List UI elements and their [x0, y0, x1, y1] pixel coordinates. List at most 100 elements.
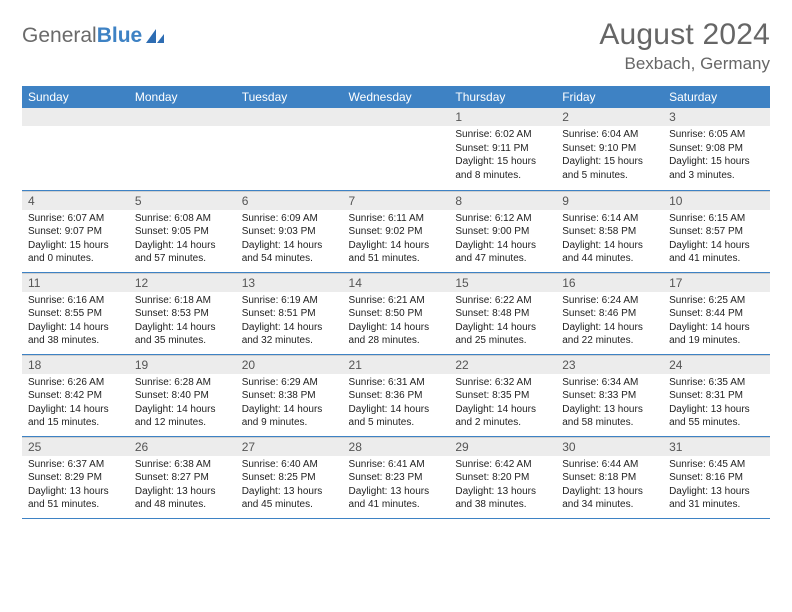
calendar-week-row: 11Sunrise: 6:16 AMSunset: 8:55 PMDayligh… — [22, 272, 770, 354]
calendar-day-cell: 17Sunrise: 6:25 AMSunset: 8:44 PMDayligh… — [663, 272, 770, 354]
weekday-header: Sunday — [22, 86, 129, 108]
weekday-header: Monday — [129, 86, 236, 108]
logo-text-1: General — [22, 24, 97, 48]
calendar-week-row: 18Sunrise: 6:26 AMSunset: 8:42 PMDayligh… — [22, 354, 770, 436]
day-details: Sunrise: 6:41 AMSunset: 8:23 PMDaylight:… — [343, 456, 450, 516]
calendar-day-cell: 4Sunrise: 6:07 AMSunset: 9:07 PMDaylight… — [22, 190, 129, 272]
day-number: 24 — [663, 355, 770, 374]
day-number: 2 — [556, 108, 663, 126]
day-number: 25 — [22, 437, 129, 456]
calendar-day-cell: 14Sunrise: 6:21 AMSunset: 8:50 PMDayligh… — [343, 272, 450, 354]
calendar-day-cell: 1Sunrise: 6:02 AMSunset: 9:11 PMDaylight… — [449, 108, 556, 190]
day-number: 10 — [663, 191, 770, 210]
day-number: 26 — [129, 437, 236, 456]
calendar-day-cell: 22Sunrise: 6:32 AMSunset: 8:35 PMDayligh… — [449, 354, 556, 436]
day-details: Sunrise: 6:28 AMSunset: 8:40 PMDaylight:… — [129, 374, 236, 434]
calendar-day-cell: 16Sunrise: 6:24 AMSunset: 8:46 PMDayligh… — [556, 272, 663, 354]
weekday-header: Tuesday — [236, 86, 343, 108]
logo-sail-icon — [144, 27, 166, 45]
day-number: 28 — [343, 437, 450, 456]
day-details: Sunrise: 6:38 AMSunset: 8:27 PMDaylight:… — [129, 456, 236, 516]
calendar-day-cell: 2Sunrise: 6:04 AMSunset: 9:10 PMDaylight… — [556, 108, 663, 190]
day-details: Sunrise: 6:16 AMSunset: 8:55 PMDaylight:… — [22, 292, 129, 352]
location: Bexbach, Germany — [599, 54, 770, 74]
day-number: 22 — [449, 355, 556, 374]
day-details: Sunrise: 6:04 AMSunset: 9:10 PMDaylight:… — [556, 126, 663, 186]
day-number: 29 — [449, 437, 556, 456]
day-details: Sunrise: 6:14 AMSunset: 8:58 PMDaylight:… — [556, 210, 663, 270]
day-details: Sunrise: 6:29 AMSunset: 8:38 PMDaylight:… — [236, 374, 343, 434]
day-number: 31 — [663, 437, 770, 456]
day-number: 21 — [343, 355, 450, 374]
calendar-day-cell: 12Sunrise: 6:18 AMSunset: 8:53 PMDayligh… — [129, 272, 236, 354]
calendar-day-cell: 8Sunrise: 6:12 AMSunset: 9:00 PMDaylight… — [449, 190, 556, 272]
calendar-day-cell: 18Sunrise: 6:26 AMSunset: 8:42 PMDayligh… — [22, 354, 129, 436]
day-details: Sunrise: 6:35 AMSunset: 8:31 PMDaylight:… — [663, 374, 770, 434]
day-details: Sunrise: 6:32 AMSunset: 8:35 PMDaylight:… — [449, 374, 556, 434]
day-details: Sunrise: 6:25 AMSunset: 8:44 PMDaylight:… — [663, 292, 770, 352]
day-details: Sunrise: 6:15 AMSunset: 8:57 PMDaylight:… — [663, 210, 770, 270]
day-number: 14 — [343, 273, 450, 292]
day-details: Sunrise: 6:40 AMSunset: 8:25 PMDaylight:… — [236, 456, 343, 516]
calendar-day-cell: 27Sunrise: 6:40 AMSunset: 8:25 PMDayligh… — [236, 436, 343, 518]
day-details: Sunrise: 6:05 AMSunset: 9:08 PMDaylight:… — [663, 126, 770, 186]
day-details: Sunrise: 6:37 AMSunset: 8:29 PMDaylight:… — [22, 456, 129, 516]
calendar-day-cell — [22, 108, 129, 190]
calendar-day-cell: 26Sunrise: 6:38 AMSunset: 8:27 PMDayligh… — [129, 436, 236, 518]
calendar-day-cell — [129, 108, 236, 190]
day-details: Sunrise: 6:21 AMSunset: 8:50 PMDaylight:… — [343, 292, 450, 352]
day-number: 8 — [449, 191, 556, 210]
day-details: Sunrise: 6:12 AMSunset: 9:00 PMDaylight:… — [449, 210, 556, 270]
day-number: 4 — [22, 191, 129, 210]
day-details: Sunrise: 6:07 AMSunset: 9:07 PMDaylight:… — [22, 210, 129, 270]
weekday-header: Saturday — [663, 86, 770, 108]
day-number: 18 — [22, 355, 129, 374]
calendar-day-cell: 9Sunrise: 6:14 AMSunset: 8:58 PMDaylight… — [556, 190, 663, 272]
day-number: 16 — [556, 273, 663, 292]
weekday-header: Thursday — [449, 86, 556, 108]
calendar-week-row: 4Sunrise: 6:07 AMSunset: 9:07 PMDaylight… — [22, 190, 770, 272]
day-details: Sunrise: 6:44 AMSunset: 8:18 PMDaylight:… — [556, 456, 663, 516]
day-number: 20 — [236, 355, 343, 374]
logo: GeneralBlue — [22, 18, 166, 48]
calendar-day-cell: 25Sunrise: 6:37 AMSunset: 8:29 PMDayligh… — [22, 436, 129, 518]
calendar-week-row: 1Sunrise: 6:02 AMSunset: 9:11 PMDaylight… — [22, 108, 770, 190]
calendar-day-cell: 11Sunrise: 6:16 AMSunset: 8:55 PMDayligh… — [22, 272, 129, 354]
day-number: 15 — [449, 273, 556, 292]
calendar-day-cell: 28Sunrise: 6:41 AMSunset: 8:23 PMDayligh… — [343, 436, 450, 518]
calendar-day-cell: 15Sunrise: 6:22 AMSunset: 8:48 PMDayligh… — [449, 272, 556, 354]
day-number: 27 — [236, 437, 343, 456]
day-details: Sunrise: 6:18 AMSunset: 8:53 PMDaylight:… — [129, 292, 236, 352]
calendar-day-cell: 10Sunrise: 6:15 AMSunset: 8:57 PMDayligh… — [663, 190, 770, 272]
day-number: 23 — [556, 355, 663, 374]
calendar-day-cell: 20Sunrise: 6:29 AMSunset: 8:38 PMDayligh… — [236, 354, 343, 436]
day-number: 19 — [129, 355, 236, 374]
calendar-day-cell: 13Sunrise: 6:19 AMSunset: 8:51 PMDayligh… — [236, 272, 343, 354]
calendar-table: SundayMondayTuesdayWednesdayThursdayFrid… — [22, 86, 770, 519]
calendar-day-cell: 5Sunrise: 6:08 AMSunset: 9:05 PMDaylight… — [129, 190, 236, 272]
weekday-header: Wednesday — [343, 86, 450, 108]
header: GeneralBlue August 2024 Bexbach, Germany — [22, 18, 770, 74]
day-number: 5 — [129, 191, 236, 210]
day-number-empty — [343, 108, 450, 126]
calendar-day-cell: 29Sunrise: 6:42 AMSunset: 8:20 PMDayligh… — [449, 436, 556, 518]
month-title: August 2024 — [599, 18, 770, 52]
day-details: Sunrise: 6:26 AMSunset: 8:42 PMDaylight:… — [22, 374, 129, 434]
day-details: Sunrise: 6:19 AMSunset: 8:51 PMDaylight:… — [236, 292, 343, 352]
day-number: 12 — [129, 273, 236, 292]
day-details: Sunrise: 6:45 AMSunset: 8:16 PMDaylight:… — [663, 456, 770, 516]
logo-text-2: Blue — [97, 24, 143, 48]
calendar-day-cell: 19Sunrise: 6:28 AMSunset: 8:40 PMDayligh… — [129, 354, 236, 436]
day-number: 13 — [236, 273, 343, 292]
day-number-empty — [22, 108, 129, 126]
calendar-day-cell: 3Sunrise: 6:05 AMSunset: 9:08 PMDaylight… — [663, 108, 770, 190]
calendar-week-row: 25Sunrise: 6:37 AMSunset: 8:29 PMDayligh… — [22, 436, 770, 518]
day-details: Sunrise: 6:31 AMSunset: 8:36 PMDaylight:… — [343, 374, 450, 434]
calendar-day-cell: 31Sunrise: 6:45 AMSunset: 8:16 PMDayligh… — [663, 436, 770, 518]
calendar-day-cell — [236, 108, 343, 190]
day-number: 1 — [449, 108, 556, 126]
calendar-day-cell: 6Sunrise: 6:09 AMSunset: 9:03 PMDaylight… — [236, 190, 343, 272]
calendar-day-cell: 24Sunrise: 6:35 AMSunset: 8:31 PMDayligh… — [663, 354, 770, 436]
day-number: 9 — [556, 191, 663, 210]
calendar-day-cell — [343, 108, 450, 190]
